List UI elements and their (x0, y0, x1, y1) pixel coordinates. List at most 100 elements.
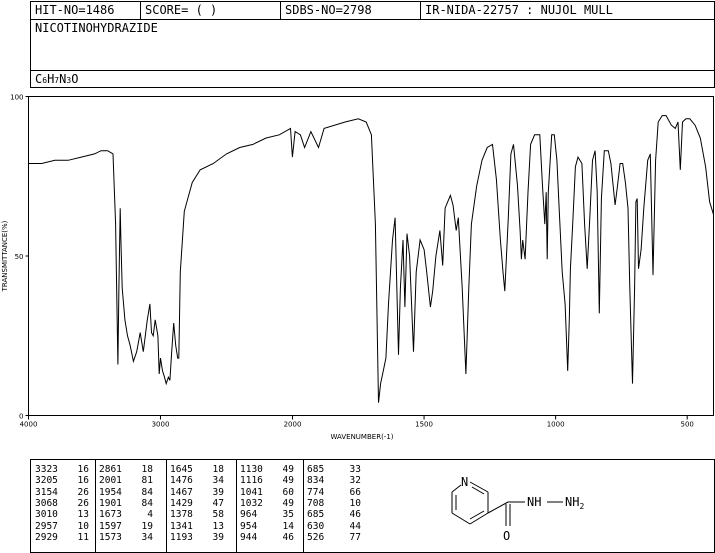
carbonyl-oxygen-label: O (503, 529, 510, 543)
peak-wavenumber: 685 (307, 509, 325, 521)
peak-transmittance: 10 (349, 497, 361, 509)
x-tick-label: 1000 (547, 421, 565, 429)
header-panel: HIT-NO=1486 SCORE= ( ) SDBS-NO=2798 IR-N… (30, 1, 715, 88)
peak-transmittance: 84 (141, 486, 153, 498)
peak-wavenumber: 2001 (99, 475, 122, 487)
peak-wavenumber: 3323 (35, 464, 58, 475)
peak-transmittance: 11 (77, 531, 89, 543)
peak-wavenumber: 526 (307, 531, 325, 543)
peak-wavenumber: 964 (240, 509, 258, 521)
peak-transmittance: 47 (212, 497, 224, 509)
peak-wavenumber: 3010 (35, 509, 58, 521)
peak-transmittance: 39 (212, 531, 224, 543)
peak-wavenumber: 2929 (35, 531, 58, 543)
peak-wavenumber: 1901 (99, 497, 122, 509)
peak-transmittance: 26 (77, 486, 89, 498)
hit-number: HIT-NO=1486 (31, 2, 141, 19)
peak-transmittance: 49 (282, 464, 294, 475)
formula-c-count: 6 (42, 76, 48, 85)
peak-wavenumber: 1673 (99, 509, 122, 521)
peak-wavenumber: 1597 (99, 520, 122, 532)
peak-wavenumber: 630 (307, 520, 325, 532)
x-axis-label: WAVENUMBER(-1) (330, 433, 393, 441)
peak-wavenumber: 2957 (35, 520, 58, 532)
peak-wavenumber: 1429 (170, 497, 193, 509)
nh2-subscript: 2 (579, 502, 584, 511)
peak-wavenumber: 1130 (240, 464, 263, 475)
peak-wavenumber: 1476 (170, 475, 193, 487)
peak-transmittance: 16 (77, 475, 89, 487)
peak-wavenumber: 3154 (35, 486, 58, 498)
peak-wavenumber: 774 (307, 486, 325, 498)
peak-transmittance: 35 (282, 509, 294, 521)
y-tick-label: 0 (19, 413, 23, 421)
peak-transmittance: 39 (212, 486, 224, 498)
peak-transmittance: 18 (212, 464, 224, 475)
x-tick-label: 3000 (152, 421, 170, 429)
y-tick-label: 100 (10, 94, 23, 102)
peak-table: 3323 16 3205 16 3154 26 3068 26 3010 13 2957 10 2929… (31, 460, 371, 552)
peak-transmittance: 66 (349, 486, 361, 498)
peak-wavenumber: 1467 (170, 486, 193, 498)
x-tick-label: 4000 (20, 421, 38, 429)
peak-transmittance: 58 (212, 509, 224, 521)
peak-transmittance: 60 (282, 486, 294, 498)
peak-transmittance: 18 (141, 464, 153, 475)
plot-frame (28, 96, 714, 416)
peak-wavenumber: 944 (240, 531, 258, 543)
peak-wavenumber: 708 (307, 497, 325, 509)
ir-spectrum-chart: 4000 3000 2000 1500 1000 500 0 50 100 WAVENUMBER… (1, 94, 714, 441)
formula-n-count: 3 (66, 76, 72, 85)
peak-transmittance: 49 (282, 475, 294, 487)
peak-transmittance: 10 (77, 520, 89, 532)
y-axis-label: TRANSMITTANCE(%) (1, 220, 9, 292)
peak-wavenumber: 834 (307, 475, 325, 487)
ring-nitrogen-label: N (461, 475, 468, 489)
peak-transmittance: 34 (212, 475, 224, 487)
peak-transmittance: 19 (141, 520, 153, 532)
peak-transmittance: 46 (282, 531, 294, 543)
x-tick-label: 2000 (284, 421, 302, 429)
formula-o: O (71, 72, 79, 86)
formula-c: C (35, 72, 43, 86)
peak-transmittance: 33 (349, 464, 361, 475)
peak-transmittance: 46 (349, 509, 361, 521)
peak-wavenumber: 3068 (35, 497, 58, 509)
peak-wavenumber: 1954 (99, 486, 122, 498)
peak-transmittance: 13 (212, 520, 224, 532)
peak-wavenumber: 1041 (240, 486, 263, 498)
x-tick-label: 500 (681, 421, 694, 429)
peak-wavenumber: 954 (240, 520, 258, 532)
score-field: SCORE= ( ) (141, 2, 281, 19)
peak-transmittance: 49 (282, 497, 294, 509)
peak-wavenumber: 3205 (35, 475, 58, 487)
peak-transmittance: 13 (77, 509, 89, 521)
peak-wavenumber: 1032 (240, 497, 263, 509)
peak-transmittance: 44 (349, 520, 361, 532)
formula-h-count: 7 (54, 76, 60, 85)
peak-wavenumber: 2861 (99, 464, 122, 475)
peak-wavenumber: 1378 (170, 509, 193, 521)
nh2-text: NH (565, 495, 579, 509)
peak-transmittance: 34 (141, 531, 153, 543)
formula-h: H (47, 72, 55, 86)
peak-wavenumber: 1116 (240, 475, 263, 487)
nh-label: NH (527, 495, 541, 509)
x-tick-label: 1500 (415, 421, 433, 429)
peak-transmittance: 84 (141, 497, 153, 509)
peak-transmittance: 32 (349, 475, 361, 487)
peak-transmittance: 77 (349, 531, 361, 543)
peak-transmittance: 16 (77, 464, 89, 475)
sdbs-number: SDBS-NO=2798 (281, 2, 421, 19)
peak-wavenumber: 1193 (170, 531, 193, 543)
peak-transmittance: 14 (282, 520, 294, 532)
compound-name: NICOTINOHYDRAZIDE (35, 21, 158, 35)
method-info: IR-NIDA-22757 : NUJOL MULL (425, 3, 613, 17)
peak-transmittance: 81 (141, 475, 153, 487)
peak-transmittance: 4 (147, 509, 153, 521)
formula-n: N (59, 72, 67, 86)
nh2-label: NH2 (565, 495, 584, 511)
bottom-panel: 3323 16 3205 16 3154 26 3068 26 3010 13 2957 10 2929… (30, 459, 715, 553)
molecular-formula: C6H7N3O (35, 72, 78, 88)
peak-wavenumber: 685 (307, 464, 325, 475)
